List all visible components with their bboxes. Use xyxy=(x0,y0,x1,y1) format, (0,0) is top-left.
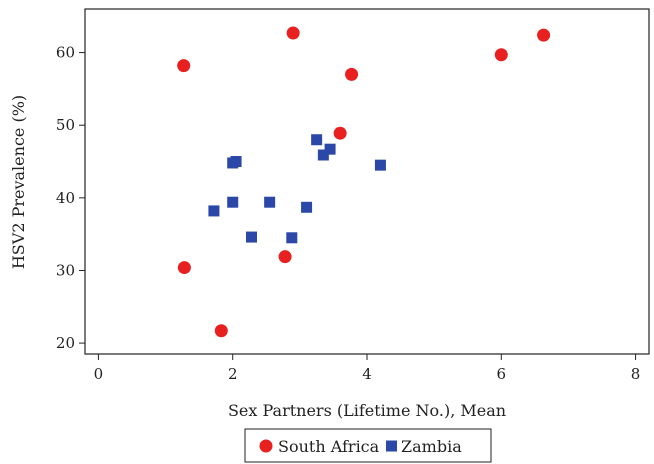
zambia-point xyxy=(311,134,323,146)
x-tick-label: 6 xyxy=(497,365,507,383)
south-africa-point xyxy=(333,126,347,140)
south-africa-point xyxy=(177,59,191,73)
south-africa-point xyxy=(214,324,228,338)
legend-label-south-africa: South Africa xyxy=(278,437,380,456)
legend-marker-zambia xyxy=(386,440,397,452)
x-tick-label: 2 xyxy=(228,365,238,383)
y-tick-label: 60 xyxy=(56,44,75,62)
legend-marker-south-africa xyxy=(259,439,273,453)
y-tick-label: 30 xyxy=(56,261,75,279)
legend: South Africa Zambia xyxy=(244,428,492,463)
legend-label-zambia: Zambia xyxy=(401,437,462,456)
south-africa-point xyxy=(177,261,191,275)
south-africa-point xyxy=(278,250,292,264)
zambia-point xyxy=(317,149,329,161)
zambia-point xyxy=(208,205,220,217)
zambia-point xyxy=(374,159,386,171)
south-africa-point xyxy=(345,67,359,81)
zambia-point xyxy=(246,231,258,243)
y-tick-label: 20 xyxy=(56,334,75,352)
zambia-point xyxy=(264,196,276,208)
plot-frame xyxy=(84,8,650,355)
south-africa-point xyxy=(494,48,508,62)
data-points xyxy=(177,26,551,338)
y-tick-label: 50 xyxy=(56,116,75,134)
zambia-point xyxy=(286,232,298,244)
y-axis: 20 30 40 50 60 xyxy=(56,44,85,352)
zambia-point xyxy=(301,201,313,213)
south-africa-point xyxy=(286,26,300,40)
y-tick-label: 40 xyxy=(56,189,75,207)
legend-box xyxy=(244,428,492,463)
zambia-point xyxy=(324,143,336,155)
x-tick-label: 8 xyxy=(631,365,641,383)
y-axis-title: HSV2 Prevalence (%) xyxy=(9,95,28,269)
x-tick-label: 4 xyxy=(362,365,372,383)
x-tick-label: 0 xyxy=(94,365,104,383)
x-axis-title: Sex Partners (Lifetime No.), Mean xyxy=(228,401,506,420)
zambia-point xyxy=(227,196,239,208)
zambia-point xyxy=(227,157,239,169)
x-axis: 0 2 4 6 8 xyxy=(94,354,641,383)
south-africa-point xyxy=(537,28,551,42)
